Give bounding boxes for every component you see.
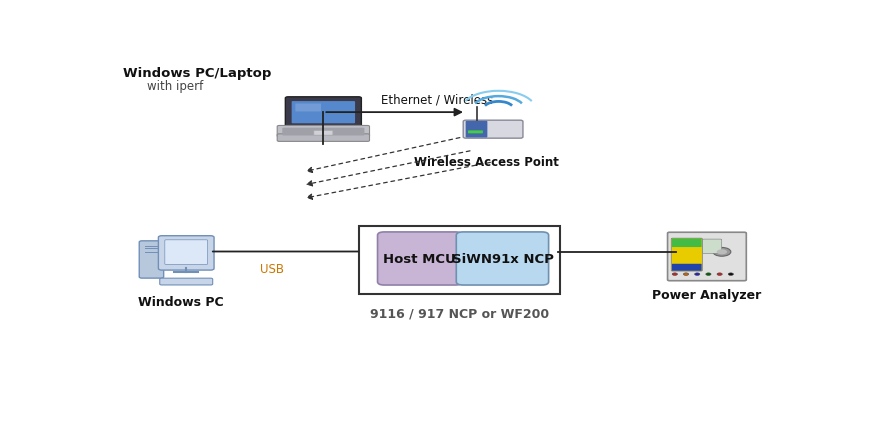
Text: Wireless Access Point: Wireless Access Point: [413, 156, 559, 169]
Circle shape: [728, 273, 733, 276]
Circle shape: [683, 273, 689, 276]
Circle shape: [672, 273, 677, 276]
Text: Ethernet / Wireless: Ethernet / Wireless: [381, 93, 493, 106]
Text: 9116 / 917 NCP or WF200: 9116 / 917 NCP or WF200: [370, 307, 548, 319]
Circle shape: [717, 250, 727, 255]
Text: with iperf: with iperf: [147, 80, 203, 93]
FancyBboxPatch shape: [703, 240, 722, 254]
FancyBboxPatch shape: [456, 232, 548, 286]
FancyBboxPatch shape: [277, 135, 370, 142]
FancyBboxPatch shape: [159, 236, 214, 270]
FancyBboxPatch shape: [282, 128, 364, 136]
FancyBboxPatch shape: [378, 232, 462, 286]
FancyBboxPatch shape: [468, 131, 483, 134]
Text: Host MCU: Host MCU: [384, 252, 456, 265]
FancyBboxPatch shape: [286, 98, 362, 128]
FancyBboxPatch shape: [139, 241, 164, 279]
FancyBboxPatch shape: [159, 279, 213, 285]
FancyBboxPatch shape: [668, 233, 746, 281]
Circle shape: [717, 273, 722, 276]
Text: SiWN91x NCP: SiWN91x NCP: [451, 252, 554, 265]
FancyBboxPatch shape: [358, 226, 560, 294]
FancyBboxPatch shape: [672, 264, 702, 271]
Text: USB: USB: [260, 262, 284, 275]
FancyBboxPatch shape: [165, 240, 208, 265]
FancyBboxPatch shape: [463, 121, 523, 139]
FancyBboxPatch shape: [292, 102, 355, 124]
Text: Power Analyzer: Power Analyzer: [653, 289, 761, 301]
Circle shape: [695, 273, 700, 276]
FancyBboxPatch shape: [671, 239, 703, 271]
Circle shape: [713, 248, 731, 257]
Text: Windows PC: Windows PC: [138, 295, 223, 308]
FancyBboxPatch shape: [314, 131, 333, 136]
FancyBboxPatch shape: [466, 122, 487, 138]
FancyBboxPatch shape: [277, 126, 370, 138]
FancyBboxPatch shape: [672, 239, 702, 248]
Circle shape: [706, 273, 711, 276]
Text: Windows PC/Laptop: Windows PC/Laptop: [123, 67, 272, 80]
FancyBboxPatch shape: [295, 104, 321, 112]
